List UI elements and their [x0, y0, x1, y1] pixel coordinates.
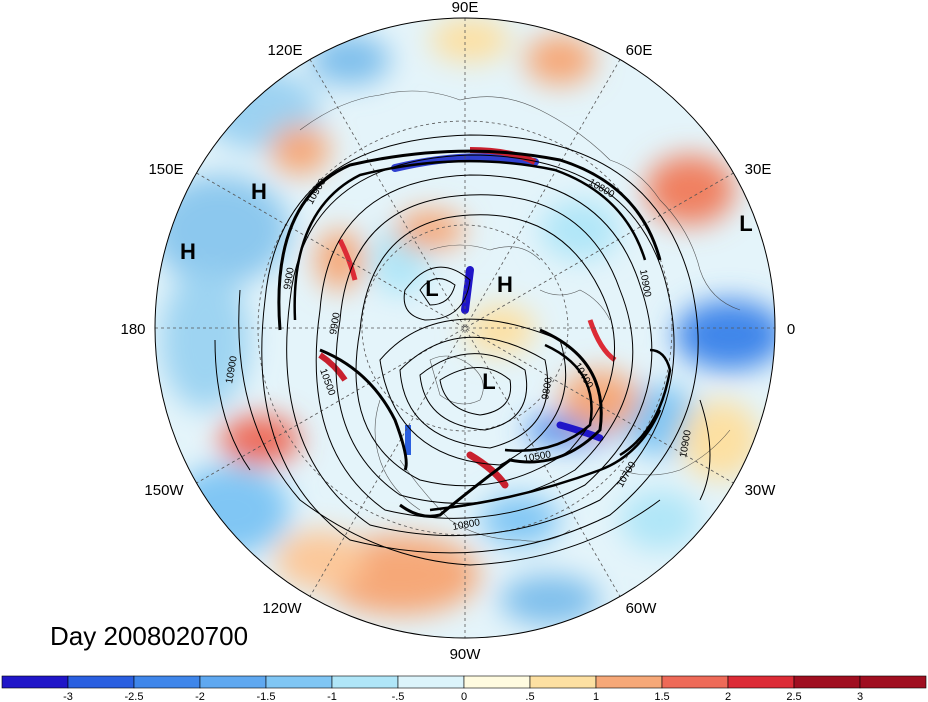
- colorbar-swatch: [529, 675, 597, 689]
- low-center-marker: L: [482, 369, 495, 394]
- pressure-centers: H H L H L L: [180, 179, 753, 394]
- contour-label: 10500: [523, 449, 553, 465]
- lon-label-150w: 150W: [144, 482, 184, 499]
- colorbar-swatch: [265, 675, 333, 689]
- colorbar-tick-label: -1: [327, 691, 337, 702]
- contour-label: 10900: [678, 429, 694, 459]
- contour-label: 10800: [452, 517, 482, 533]
- lon-label-180: 180: [120, 321, 145, 338]
- colorbar-swatch: [397, 675, 465, 689]
- colorbar-swatch: [463, 675, 531, 689]
- longitude-labels: 90E 60E 30E 0 30W 60W 90W 120W 150W 180 …: [120, 0, 795, 663]
- lon-label-30e: 30E: [745, 161, 772, 178]
- lon-label-0: 0: [787, 321, 795, 338]
- colorbar-tick-label: 2: [725, 691, 731, 702]
- lon-label-60e: 60E: [626, 42, 653, 59]
- graticule: [155, 18, 775, 638]
- colorbar-swatch: [331, 675, 399, 689]
- colorbar-swatch: [133, 675, 201, 689]
- colorbar-swatch: [595, 675, 663, 689]
- high-center-marker: H: [497, 272, 513, 297]
- colorbar-tick-label: -2.5: [125, 691, 144, 702]
- colorbar-tick-label: -1.5: [257, 691, 276, 702]
- colorbar-tick-label: 3: [857, 691, 863, 702]
- colorbar-swatch: [199, 675, 267, 689]
- high-center-marker: H: [251, 179, 267, 204]
- lon-label-120e: 120E: [267, 42, 302, 59]
- colorbar-tick-label: 2.5: [786, 691, 801, 702]
- colorbar-tick-label: -.5: [392, 691, 405, 702]
- plot-title: Day 2008020700: [50, 621, 248, 651]
- lon-label-150e: 150E: [148, 161, 183, 178]
- colorbar-swatch: [793, 675, 861, 689]
- colorbar-tick-label: 1.5: [654, 691, 669, 702]
- colorbar: -3 -2.5 -2 -1.5 -1 -.5 0 .5 1 1.5 2 2.5 3: [1, 675, 927, 702]
- colorbar-swatch: [859, 675, 927, 689]
- height-contours: [214, 134, 711, 566]
- contour-label: 10900: [637, 269, 653, 299]
- map-border: [154, 17, 776, 639]
- lon-label-60w: 60W: [626, 600, 658, 617]
- colorbar-tick-label: -3: [63, 691, 73, 702]
- high-center-marker: H: [180, 239, 196, 264]
- colorbar-swatch: [727, 675, 795, 689]
- colorbar-tick-label: -2: [195, 691, 205, 702]
- contour-label: 10900: [224, 355, 240, 385]
- colorbar-swatch: [661, 675, 729, 689]
- colorbar-tick-label: .5: [525, 691, 534, 702]
- low-center-marker: L: [425, 276, 438, 301]
- colorbar-tick-label: 0: [461, 691, 467, 702]
- colorbar-swatch: [1, 675, 69, 689]
- contour-label: 9900: [282, 266, 297, 290]
- low-center-marker: L: [739, 211, 752, 236]
- lon-label-90w: 90W: [450, 646, 482, 663]
- contour-label: 9900: [328, 311, 343, 335]
- lon-label-90e: 90E: [452, 0, 479, 16]
- lon-label-30w: 30W: [745, 482, 777, 499]
- colorbar-swatch: [67, 675, 135, 689]
- lon-label-120w: 120W: [262, 600, 302, 617]
- contour-label: 9800: [540, 376, 555, 400]
- colorbar-tick-label: 1: [593, 691, 599, 702]
